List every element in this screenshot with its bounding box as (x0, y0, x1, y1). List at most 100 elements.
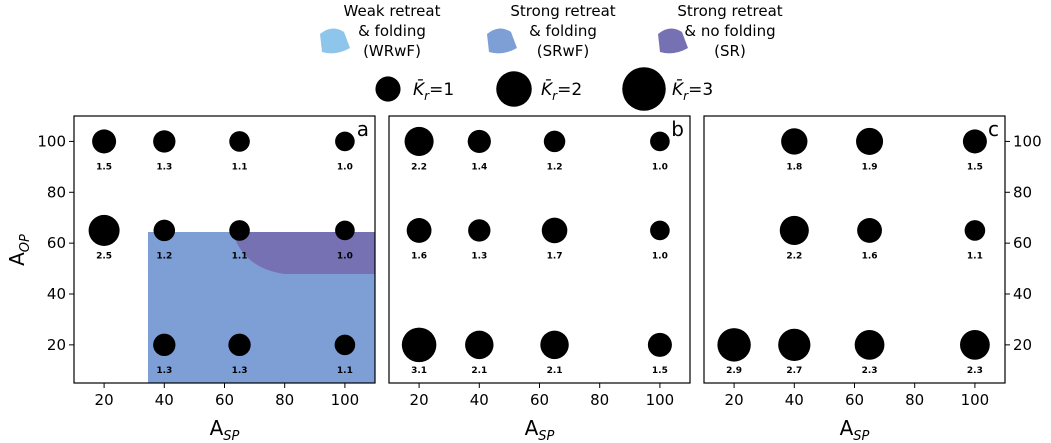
data-point (465, 330, 494, 360)
legend-text: Weak retreat (344, 2, 441, 20)
y-tick-label: 100 (37, 132, 66, 150)
legend-swatch-srwf (487, 28, 517, 54)
data-point (856, 127, 884, 155)
data-label: 2.9 (726, 366, 742, 376)
data-point (92, 129, 117, 154)
data-point (778, 328, 811, 361)
panels: 20 40 60 80 100 20 40 60 80 100 ASP a 1.5 1.3 1.1 1.0 2.… (5, 115, 1042, 443)
data-label: 2.2 (411, 162, 427, 172)
legend-text: Strong retreat (677, 2, 782, 20)
legend-size-2: K̄r=2 (496, 71, 582, 107)
data-point (962, 129, 987, 154)
data-label: 1.7 (547, 251, 563, 261)
data-point (88, 214, 120, 246)
x-tick-label: 20 (410, 391, 429, 409)
data-point (647, 332, 672, 357)
legend-swatch-wrwf (320, 28, 350, 54)
region-sr (232, 232, 375, 274)
data-point (404, 126, 434, 156)
y-axis-label: AOP (5, 234, 33, 266)
data-label: 1.2 (156, 251, 172, 261)
y-tick-label: 100 (1013, 132, 1042, 150)
data-point (650, 220, 670, 241)
legend: Weak retreat & folding (WRwF) Strong retrea… (320, 2, 783, 111)
data-label: 2.1 (471, 366, 487, 376)
legend-text: Strong retreat (510, 2, 615, 20)
x-tick-label: 60 (845, 391, 864, 409)
y-tick-label: 60 (47, 234, 66, 252)
x-tick-label: 100 (646, 391, 675, 409)
data-point (468, 219, 491, 242)
data-label: 2.7 (786, 366, 802, 376)
legend-text: (SRwF) (537, 42, 590, 60)
data-point (543, 130, 566, 153)
data-label: 1.3 (471, 251, 487, 261)
x-tick-label: 60 (530, 391, 549, 409)
data-label: 1.0 (337, 162, 353, 172)
panel-a: 20 40 60 80 100 20 40 60 80 100 ASP a 1.5 1.3 1.1 1.0 2.… (37, 115, 376, 443)
data-point (857, 218, 882, 243)
legend-swatch-sr (658, 28, 688, 54)
panel-b: 20 40 60 80 100 ASP b 2.2 1.4 1.2 1.0 1.6 1.3 1.7 1.0 3… (388, 115, 691, 443)
data-label: 1.1 (232, 251, 248, 261)
legend-entry-srwf: Strong retreat & folding (SRwF) (487, 2, 616, 60)
data-label: 1.0 (652, 251, 668, 261)
data-point (228, 333, 251, 357)
data-point (960, 329, 990, 360)
data-point (229, 220, 250, 241)
regime-map (74, 232, 375, 383)
data-point (467, 129, 491, 154)
x-tick-label: 80 (275, 391, 294, 409)
data-point (650, 131, 670, 152)
x-axis-label: ASP (525, 416, 555, 443)
data-point (779, 215, 809, 245)
data-point (541, 217, 568, 244)
panel-label: a (357, 117, 369, 141)
data-label: 1.0 (652, 162, 668, 172)
x-axis-label: ASP (840, 416, 870, 443)
y-tick-label: 20 (1013, 336, 1032, 354)
x-axis-label: ASP (210, 416, 240, 443)
legend-size-dot (496, 71, 532, 107)
legend-text: & folding (529, 22, 597, 40)
data-label: 1.1 (337, 366, 353, 376)
panel-label: c (988, 117, 999, 141)
legend-size-label: K̄r=2 (541, 78, 582, 103)
data-label: 1.5 (96, 162, 112, 172)
data-label: 1.5 (652, 366, 668, 376)
data-label: 2.3 (967, 366, 983, 376)
data-point (153, 333, 176, 357)
region-srwf (892, 176, 1005, 314)
y-tick-label: 80 (1013, 183, 1032, 201)
legend-size-label: K̄r=1 (413, 78, 454, 103)
legend-size-label: K̄r=3 (672, 78, 713, 103)
data-label: 1.1 (967, 251, 983, 261)
data-point (335, 131, 355, 152)
data-label: 2.2 (786, 251, 802, 261)
y-tick-label: 20 (47, 336, 66, 354)
data-point (153, 219, 176, 242)
data-point (540, 330, 569, 360)
x-tick-label: 60 (215, 391, 234, 409)
data-label: 2.5 (96, 251, 112, 261)
y-tick-label: 40 (47, 285, 66, 303)
x-tick-label: 20 (95, 391, 114, 409)
data-label: 1.2 (547, 162, 563, 172)
panel-c: 20 40 60 80 100 20 40 60 80 100 ASP c 1.8 1.9 1.5 2.2 1.… (703, 115, 1042, 443)
data-point (334, 334, 356, 356)
data-point (717, 328, 751, 362)
data-label: 1.0 (337, 251, 353, 261)
legend-entry-wrwf: Weak retreat & folding (WRwF) (320, 2, 441, 60)
x-tick-label: 40 (155, 391, 174, 409)
panel-label: b (671, 117, 684, 141)
data-point (229, 131, 250, 152)
data-point (153, 130, 176, 153)
x-tick-label: 40 (470, 391, 489, 409)
x-tick-label: 20 (725, 391, 744, 409)
y-tick-label: 80 (47, 183, 66, 201)
data-label: 1.6 (862, 251, 878, 261)
region-white (74, 299, 132, 383)
legend-size-dot (622, 67, 666, 111)
y-tick-label: 60 (1013, 234, 1032, 252)
